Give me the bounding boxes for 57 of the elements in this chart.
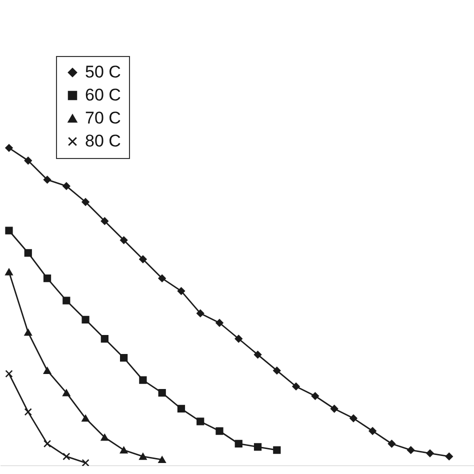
point (234, 440, 242, 448)
point (24, 329, 32, 336)
point (5, 226, 13, 234)
point (388, 440, 396, 448)
point (82, 316, 90, 324)
point (24, 156, 32, 164)
point (445, 452, 453, 460)
point (139, 453, 147, 460)
legend-label: 50 C (85, 62, 121, 82)
point (43, 367, 52, 374)
point (139, 376, 147, 384)
point (177, 287, 186, 295)
point (216, 427, 224, 435)
point (5, 268, 13, 276)
point (120, 236, 128, 244)
point (120, 446, 128, 454)
point (158, 456, 166, 464)
point (311, 392, 319, 400)
point (120, 354, 128, 362)
point (62, 452, 70, 460)
point (177, 404, 186, 413)
point (62, 389, 70, 396)
point (273, 366, 281, 374)
legend-label: 60 C (85, 86, 121, 104)
point (158, 274, 166, 282)
point (196, 418, 204, 426)
point (158, 389, 166, 397)
point (426, 449, 434, 458)
point (62, 182, 70, 190)
point (196, 310, 204, 318)
point (100, 434, 108, 441)
point (62, 296, 70, 304)
point (43, 274, 52, 282)
point (100, 334, 108, 343)
point (43, 176, 52, 184)
point (82, 459, 90, 466)
point (100, 217, 108, 225)
point (350, 414, 358, 422)
point (216, 319, 224, 327)
point (368, 427, 376, 435)
point (139, 255, 147, 264)
point (24, 249, 32, 257)
point (82, 198, 90, 206)
point (82, 414, 90, 422)
point (254, 350, 262, 358)
point (273, 446, 281, 454)
point (292, 382, 300, 390)
point (43, 440, 52, 448)
point (330, 404, 338, 413)
point (234, 334, 242, 343)
point (407, 446, 415, 454)
point (5, 144, 13, 152)
legend-label: 80 C (85, 132, 121, 150)
point (254, 443, 262, 451)
legend-label: 70 C (85, 108, 121, 128)
point (24, 408, 32, 416)
point (5, 370, 13, 378)
